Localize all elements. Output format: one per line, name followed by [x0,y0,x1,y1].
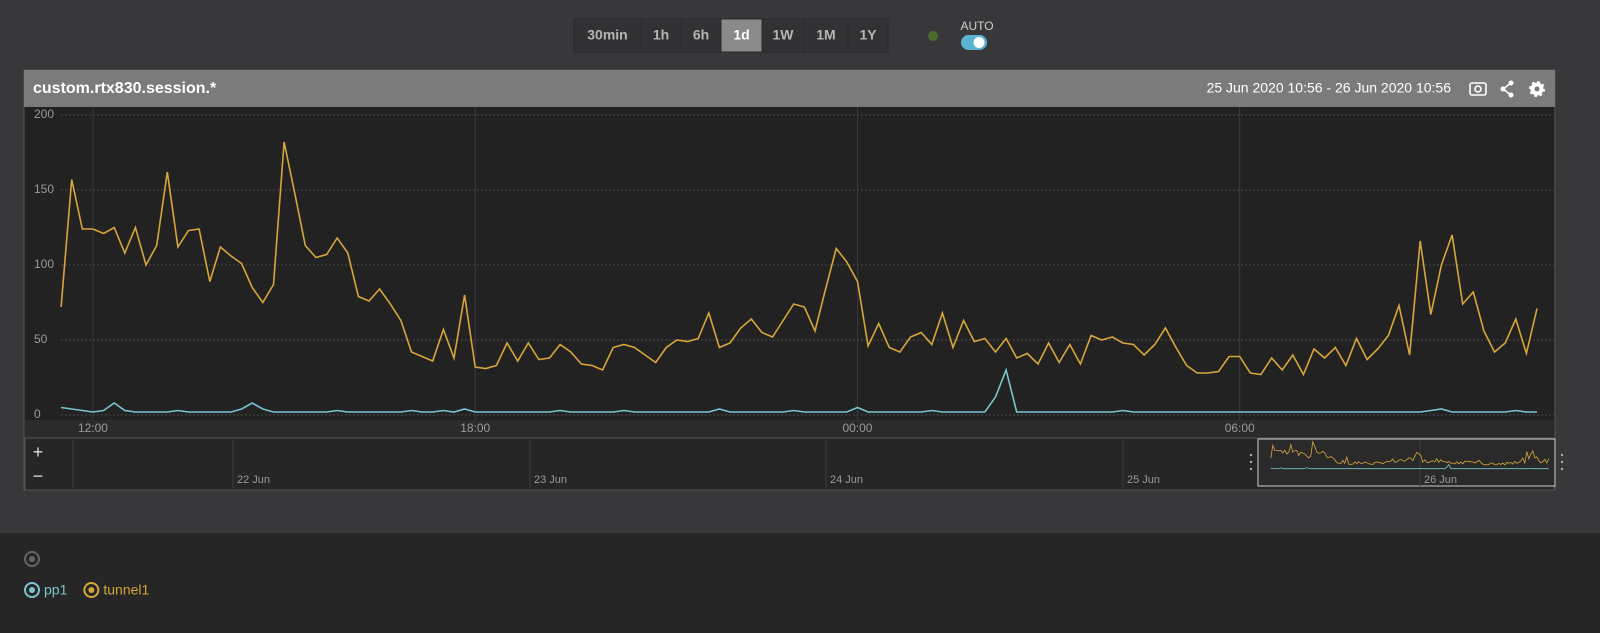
settings-icon[interactable] [1529,81,1545,97]
legend-label[interactable]: pp1 [44,582,68,598]
camera-icon[interactable] [1469,82,1487,96]
legend-toggle-all[interactable] [24,551,40,567]
series-line [60,141,1538,377]
range-button[interactable] [847,18,889,53]
x-tick-label: 06:00 [1225,421,1255,435]
legend-toggle-dot [29,556,35,562]
panel-title: custom.rtx830.session.* [33,80,217,97]
range-button[interactable] [803,18,849,53]
navigator-handle[interactable] [1560,467,1564,471]
x-tick-label: 00:00 [842,421,872,435]
navigator-handle[interactable] [1560,460,1564,464]
range-button-label[interactable]: 1M [816,27,835,43]
navigator-line [1270,440,1550,466]
range-button[interactable] [640,18,682,53]
auto-label: AUTO [960,19,993,33]
range-button[interactable] [761,18,805,53]
zoom-out[interactable]: − [33,466,44,486]
navigator-handle[interactable] [1249,453,1253,457]
panel-header [24,70,1555,107]
navigator-date: 25 Jun [1127,474,1160,486]
y-tick-label: 100 [34,257,54,271]
y-tick-label: 50 [34,332,48,346]
legend-area [0,533,1600,633]
panel-range: 25 Jun 2020 10:56 - 26 Jun 2020 10:56 [1207,80,1452,96]
range-button-label[interactable]: 6h [693,27,709,43]
legend-marker[interactable] [83,582,100,598]
range-button-label[interactable]: 1d [733,27,749,43]
range-button[interactable] [680,18,722,53]
x-tick-label: 12:00 [78,421,108,435]
navigator-handle[interactable] [1249,467,1253,471]
share-icon[interactable] [1500,80,1514,98]
plot-area [25,107,1554,438]
range-button-label[interactable]: 1Y [859,27,877,43]
legend-marker-dot [29,587,35,593]
navigator-handle[interactable] [1560,453,1564,457]
navigator-date: 22 Jun [237,474,270,486]
x-axis-band [25,420,1554,438]
x-tick-label: 18:00 [460,421,490,435]
range-button-label[interactable]: 1h [653,27,669,43]
y-tick-label: 200 [34,107,54,121]
navigator-date: 26 Jun [1424,474,1457,486]
range-button[interactable] [573,18,642,53]
auto-toggle-knob [973,37,985,48]
range-button-label[interactable]: 30min [587,27,627,43]
range-button-label[interactable]: 1W [773,27,795,43]
navigator-handle[interactable] [1249,460,1253,464]
navigator-line [1270,463,1549,470]
legend-marker-dot [88,587,95,593]
navigator-date: 23 Jun [534,474,567,486]
y-tick-label: 0 [34,407,41,421]
y-tick-label: 150 [34,182,54,196]
zoom-in[interactable]: + [33,442,44,462]
navigator-date: 24 Jun [830,474,863,486]
legend-marker[interactable] [24,582,40,598]
legend-label[interactable]: tunnel1 [103,582,149,598]
status-dot [928,31,938,41]
navigator-selection[interactable] [1257,438,1556,487]
series-line [60,367,1537,413]
